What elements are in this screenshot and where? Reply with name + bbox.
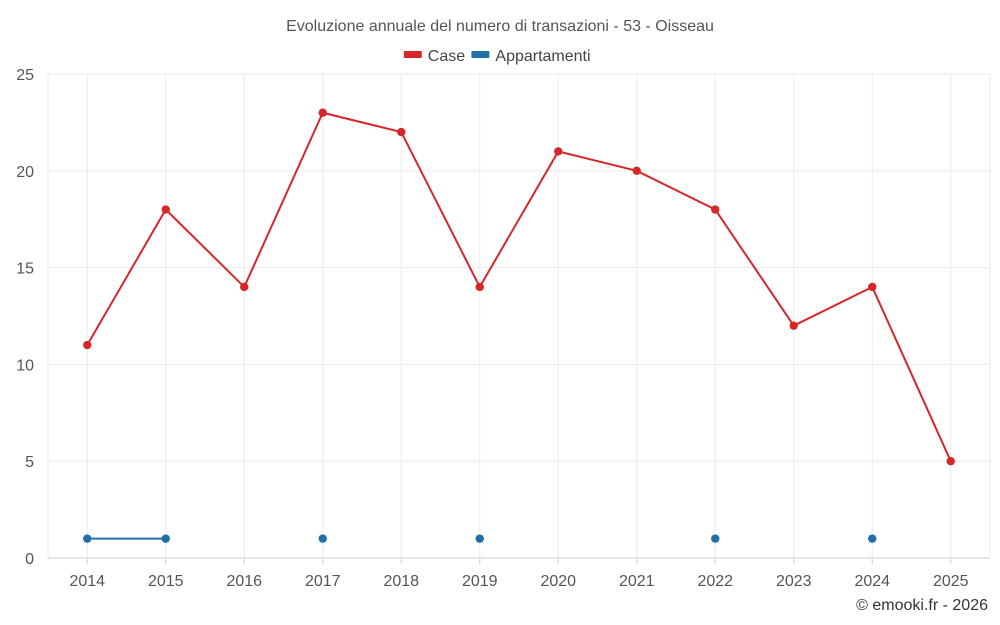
data-point-case bbox=[475, 282, 484, 292]
data-point-case bbox=[632, 166, 641, 175]
legend-label: Case bbox=[428, 48, 465, 65]
series-case bbox=[83, 108, 955, 466]
data-point-case bbox=[554, 147, 563, 156]
data-point-appartamenti bbox=[711, 534, 720, 543]
y-tick-label: 15 bbox=[16, 261, 34, 278]
y-tick-label: 0 bbox=[25, 551, 34, 568]
series-appartamenti bbox=[83, 534, 877, 543]
x-tick-label: 2019 bbox=[462, 573, 498, 590]
data-point-case bbox=[789, 321, 798, 330]
x-tick-label: 2020 bbox=[540, 573, 576, 590]
data-point-case bbox=[868, 282, 877, 292]
y-tick-label: 5 bbox=[25, 454, 34, 471]
data-point-case bbox=[946, 457, 955, 466]
x-tick-label: 2018 bbox=[383, 573, 419, 590]
series-group bbox=[83, 108, 955, 543]
y-tick-label: 25 bbox=[16, 67, 34, 84]
x-tick-label: 2016 bbox=[226, 573, 262, 590]
y-tick-label: 10 bbox=[16, 357, 34, 374]
data-point-case bbox=[83, 340, 92, 350]
x-tick-label: 2022 bbox=[697, 573, 733, 590]
x-tick-label: 2024 bbox=[854, 573, 890, 590]
data-point-case bbox=[240, 282, 249, 292]
gridlines bbox=[47, 73, 991, 559]
x-tick-label: 2017 bbox=[305, 573, 341, 590]
x-tick-label: 2023 bbox=[776, 573, 812, 590]
data-point-case bbox=[318, 108, 327, 117]
credit-text: © emooki.fr - 2026 bbox=[856, 597, 988, 614]
legend-item-case: Case bbox=[403, 48, 465, 65]
y-tick-label: 20 bbox=[16, 164, 34, 181]
data-point-case bbox=[711, 205, 720, 214]
legend-swatch bbox=[403, 51, 422, 58]
data-point-appartamenti bbox=[83, 534, 92, 543]
data-point-appartamenti bbox=[161, 534, 170, 543]
legend: Case Appartamenti bbox=[403, 48, 591, 65]
x-tick-label: 2025 bbox=[933, 573, 969, 590]
x-tick-label: 2015 bbox=[148, 573, 184, 590]
legend-swatch bbox=[471, 51, 490, 58]
chart-title: Evoluzione annuale del numero di transaz… bbox=[286, 18, 714, 35]
data-point-appartamenti bbox=[318, 534, 327, 543]
series-line-case bbox=[86, 111, 952, 462]
data-point-case bbox=[397, 127, 406, 137]
legend-item-appartamenti: Appartamenti bbox=[471, 48, 591, 65]
x-tick-label: 2021 bbox=[619, 573, 655, 590]
x-axis: 2014 2015 2016 2017 2018 2019 2020 2021 2022 2023… bbox=[69, 558, 969, 590]
y-axis: 0 5 10 15 20 25 bbox=[16, 67, 34, 568]
x-tick-label: 2014 bbox=[69, 573, 105, 590]
data-point-appartamenti bbox=[868, 534, 877, 543]
data-point-case bbox=[161, 205, 170, 214]
legend-label: Appartamenti bbox=[495, 48, 590, 65]
data-point-appartamenti bbox=[475, 534, 484, 543]
